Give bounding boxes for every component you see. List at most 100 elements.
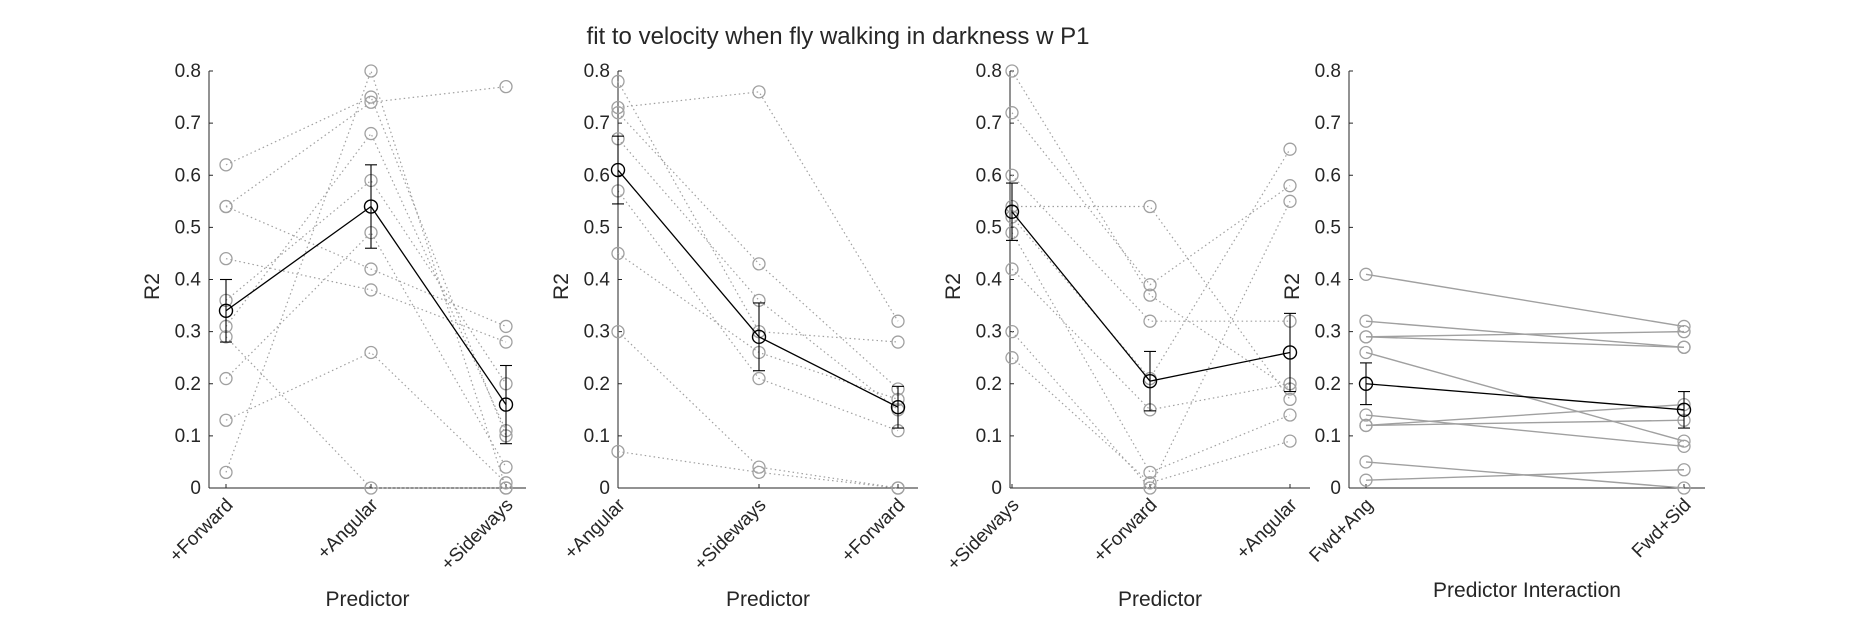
y-tick-label: 0 <box>1330 478 1341 499</box>
individual-line <box>225 205 507 327</box>
x-tick-label: +Angular <box>1233 494 1302 563</box>
x-tick-label: +Forward <box>166 495 238 567</box>
individual-point <box>1283 194 1297 208</box>
individual-point <box>499 481 513 495</box>
mean-point <box>610 162 626 178</box>
chart-panel-3: 0 0.1 0.2 0.3 0.4 0.5 0.6 0.7 0.8 +Sideways +Forwa… <box>942 61 1310 611</box>
individual-point <box>752 465 766 480</box>
y-tick-label: 0.3 <box>1315 322 1341 343</box>
x-tick-label: +Angular <box>561 494 630 563</box>
y-tick-label: 0.2 <box>175 374 201 395</box>
y-tick-label: 0.6 <box>584 165 610 186</box>
x-axis-label: Predictor <box>726 588 810 611</box>
individual-point <box>499 319 513 334</box>
y-tick-label: 0.5 <box>976 217 1002 238</box>
individual-line <box>225 86 507 208</box>
y-axis-label: R2 <box>550 273 573 300</box>
y-tick-label: 0.3 <box>976 322 1002 343</box>
y-tick-label: 0.1 <box>584 426 610 447</box>
mean-point <box>218 303 234 318</box>
individual-point <box>1677 319 1691 334</box>
individual-line <box>1365 414 1685 447</box>
mean-point <box>1282 345 1298 360</box>
individual-point <box>1677 434 1691 448</box>
individual-point <box>219 251 233 266</box>
individual-line <box>225 69 507 489</box>
individual-line <box>617 450 899 489</box>
individual-point <box>752 460 766 474</box>
individual-point <box>752 257 766 271</box>
individual-point <box>219 199 233 214</box>
individual-point <box>1359 455 1373 469</box>
individual-point <box>1359 345 1373 360</box>
individual-point <box>1283 392 1297 407</box>
individual-point <box>1677 439 1691 453</box>
individual-point <box>219 465 233 480</box>
individual-point <box>1005 262 1019 276</box>
chart-panel-4: 0 0.1 0.2 0.3 0.4 0.5 0.6 0.7 0.8 Fwd+Ang Fwd+Sid R… <box>1281 61 1705 602</box>
y-tick-label: 0.6 <box>976 165 1002 186</box>
y-tick-label: 0.7 <box>584 113 610 134</box>
individual-point <box>891 335 905 349</box>
mean-line <box>617 169 899 408</box>
individual-point <box>891 314 905 328</box>
y-tick-label: 0.7 <box>175 113 201 134</box>
x-tick-label: +Angular <box>314 494 383 563</box>
individual-point <box>1005 168 1019 182</box>
mean-point <box>1004 204 1020 219</box>
individual-point <box>1005 324 1019 339</box>
y-tick-label: 0.1 <box>1315 426 1341 447</box>
chart-panel-2: 0 0.1 0.2 0.3 0.4 0.5 0.6 0.7 0.8 +Angular +Sidewa… <box>550 61 918 611</box>
individual-line <box>1012 205 1291 400</box>
individual-point <box>1359 314 1373 328</box>
individual-point <box>219 158 233 172</box>
mean-line <box>1011 211 1291 382</box>
y-tick-label: 0.5 <box>584 217 610 238</box>
y-tick-label: 0 <box>991 478 1002 499</box>
individual-point <box>364 345 378 360</box>
individual-point <box>611 324 625 339</box>
y-tick-label: 0.2 <box>1315 374 1341 395</box>
y-tick-label: 0.3 <box>584 322 610 343</box>
individual-point <box>1143 278 1157 292</box>
chart-panel-1: 0 0.1 0.2 0.3 0.4 0.5 0.6 0.7 0.8 +Forward +Angula… <box>141 61 526 611</box>
y-tick-label: 0.5 <box>1315 217 1341 238</box>
mean-point <box>1676 402 1692 418</box>
y-tick-label: 0 <box>190 478 201 499</box>
individual-line <box>1365 336 1685 348</box>
individual-point <box>219 371 233 386</box>
individual-point <box>1143 199 1157 214</box>
individual-point <box>1143 288 1157 302</box>
individual-point <box>1143 314 1157 328</box>
individual-point <box>499 476 513 490</box>
y-tick-label: 0.8 <box>976 61 1002 82</box>
mean-point <box>498 397 514 412</box>
mean-point <box>890 400 906 415</box>
individual-point <box>1677 481 1691 495</box>
individual-point <box>1283 434 1297 448</box>
individual-point <box>499 335 513 349</box>
y-axis-label: R2 <box>942 273 965 300</box>
individual-line <box>617 81 899 343</box>
y-tick-label: 0.2 <box>976 374 1002 395</box>
individual-line <box>1365 330 1685 338</box>
x-tick-label: +Sideways <box>690 495 770 575</box>
x-axis-label: Predictor Interaction <box>1433 579 1621 602</box>
x-tick-label: Fwd+Sid <box>1628 495 1695 562</box>
y-tick-label: 0.7 <box>976 113 1002 134</box>
x-tick-label: +Forward <box>1090 495 1162 567</box>
individual-line <box>225 351 507 484</box>
individual-line <box>1365 273 1685 328</box>
individual-line <box>617 331 899 489</box>
individual-point <box>1359 267 1373 281</box>
y-tick-label: 0.3 <box>175 322 201 343</box>
individual-point <box>1005 351 1019 365</box>
individual-line <box>1011 201 1291 490</box>
individual-line <box>1011 232 1291 474</box>
individual-point <box>1283 408 1297 422</box>
y-tick-label: 0.2 <box>584 374 610 395</box>
individual-point <box>1005 106 1019 120</box>
y-tick-label: 0.8 <box>175 61 201 82</box>
individual-point <box>1359 473 1373 487</box>
individual-line <box>1365 469 1685 481</box>
